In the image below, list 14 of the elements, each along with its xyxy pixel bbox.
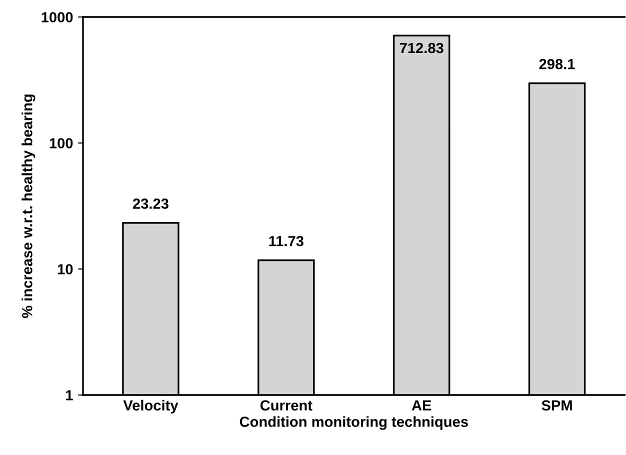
- y-tick-label: 10: [58, 264, 73, 274]
- y-axis-title: % increase w.r.t. healthy bearing: [22, 94, 36, 318]
- data-label: 23.23: [132, 198, 168, 209]
- x-tick-label: Velocity: [123, 400, 178, 414]
- x-axis-title: Condition monitoring techniques: [240, 416, 468, 430]
- y-tick-label: 1000: [42, 12, 73, 22]
- y-tick-label: 100: [50, 138, 73, 148]
- data-label: 11.73: [269, 236, 304, 246]
- data-label: 298.1: [539, 58, 575, 70]
- x-tick-label: AE: [412, 400, 432, 410]
- y-tick-label: 1: [66, 390, 73, 400]
- data-label: 712.83: [400, 42, 444, 54]
- x-tick-label: Current: [260, 400, 312, 411]
- x-tick-label: SPM: [542, 400, 572, 411]
